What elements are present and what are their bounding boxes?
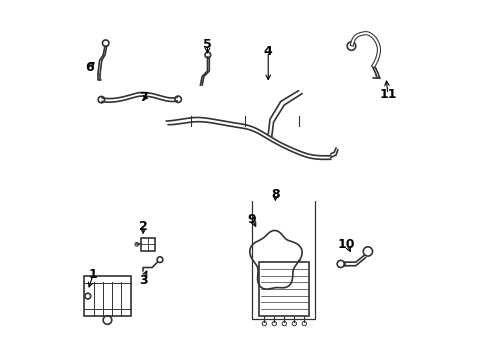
Bar [259, 262, 309, 316]
Text: 11: 11 [379, 88, 396, 101]
Text: 8: 8 [271, 188, 280, 201]
Bar [84, 276, 131, 316]
Text: 6: 6 [85, 61, 94, 74]
Text: 4: 4 [264, 45, 272, 58]
Bar [141, 238, 155, 251]
Text: 3: 3 [139, 274, 147, 287]
Text: 9: 9 [248, 213, 256, 226]
Text: 10: 10 [338, 238, 356, 251]
Text: 1: 1 [89, 268, 98, 281]
Text: 2: 2 [139, 220, 147, 233]
Text: 5: 5 [203, 38, 212, 51]
Text: 7: 7 [139, 91, 147, 104]
